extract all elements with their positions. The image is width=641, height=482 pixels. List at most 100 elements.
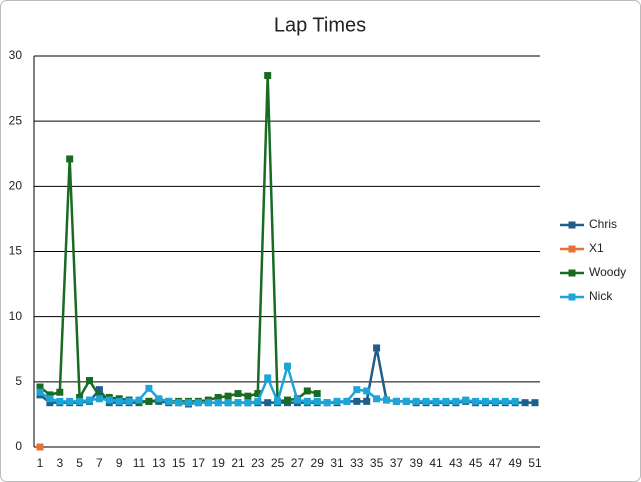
legend-label: Woody [589,265,626,279]
point-marker [125,397,133,405]
point-marker [531,399,539,407]
x-tick-label: 21 [231,456,245,470]
y-tick-label: 15 [9,244,23,258]
x-tick-label: 13 [152,456,166,470]
x-tick-label: 49 [509,456,523,470]
x-tick-label: 9 [116,456,123,470]
point-marker [323,399,331,407]
point-marker [204,399,212,407]
point-marker [353,397,361,405]
point-marker [363,387,371,395]
point-marker [254,397,262,405]
point-marker [56,388,64,396]
x-tick-label: 1 [37,456,44,470]
point-marker [284,396,291,404]
point-marker [313,390,321,398]
point-marker [412,397,420,405]
x-tick-label: 43 [449,456,463,470]
point-marker [264,374,272,382]
point-marker [392,397,400,405]
point-marker [46,399,54,407]
x-tick-label: 39 [410,456,424,470]
point-marker [214,399,222,407]
x-tick-label: 47 [489,456,503,470]
point-marker [46,391,54,399]
point-marker [145,384,153,392]
point-marker [105,396,113,404]
point-marker [76,397,84,405]
x-tick-label: 31 [330,456,344,470]
y-tick-label: 30 [9,48,23,62]
point-marker [244,399,252,407]
point-marker [303,387,311,395]
point-marker [521,399,529,407]
point-marker [66,397,74,405]
point-marker [491,397,499,405]
point-marker [185,399,192,407]
point-marker [135,396,143,404]
x-tick-label: 5 [76,456,83,470]
y-tick-label: 0 [15,439,22,453]
x-tick-label: 29 [311,456,325,470]
point-marker [402,397,410,405]
x-tick-label: 33 [350,456,364,470]
x-tick-label: 35 [370,456,384,470]
point-marker [472,397,480,405]
point-marker [76,393,84,401]
point-marker [234,399,242,407]
legend-marker [568,221,576,229]
legend-label: Chris [589,217,617,231]
x-tick-label: 11 [133,456,146,470]
point-marker [155,395,163,403]
point-marker [36,383,44,391]
legend-marker [568,293,576,301]
point-marker [284,362,291,370]
point-marker [501,397,509,405]
point-marker [46,395,54,403]
y-tick-label: 5 [15,374,22,388]
y-tick-label: 20 [9,179,23,193]
point-marker [165,397,173,405]
x-tick-label: 3 [56,456,63,470]
point-marker [373,395,381,403]
point-marker [36,388,44,396]
point-marker [373,344,381,352]
point-marker [264,72,272,80]
point-marker [293,396,301,404]
point-marker [452,397,460,405]
point-marker [422,397,430,405]
point-marker [194,399,202,407]
point-marker [214,393,222,401]
point-marker [36,443,44,451]
point-marker [432,397,440,405]
x-tick-label: 23 [251,456,265,470]
legend-label: Nick [589,289,613,303]
point-marker [511,397,519,405]
point-marker [244,392,252,400]
x-tick-label: 41 [429,456,443,470]
point-marker [333,397,341,405]
legend-label: X1 [589,241,604,255]
point-marker [442,397,450,405]
point-marker [95,395,103,403]
x-tick-label: 51 [528,456,542,470]
point-marker [383,396,390,404]
point-marker [482,397,489,405]
point-marker [274,397,282,405]
point-marker [303,397,311,405]
point-marker [224,399,232,407]
x-tick-label: 15 [172,456,186,470]
x-tick-label: 25 [271,456,285,470]
point-marker [234,390,242,398]
point-marker [264,399,272,407]
y-tick-label: 25 [9,113,23,127]
x-tick-label: 7 [96,456,103,470]
point-marker [115,397,123,405]
point-marker [86,377,93,385]
x-tick-label: 45 [469,456,483,470]
x-tick-label: 19 [212,456,226,470]
point-marker [462,396,470,404]
chart-title: Lap Times [274,14,366,36]
